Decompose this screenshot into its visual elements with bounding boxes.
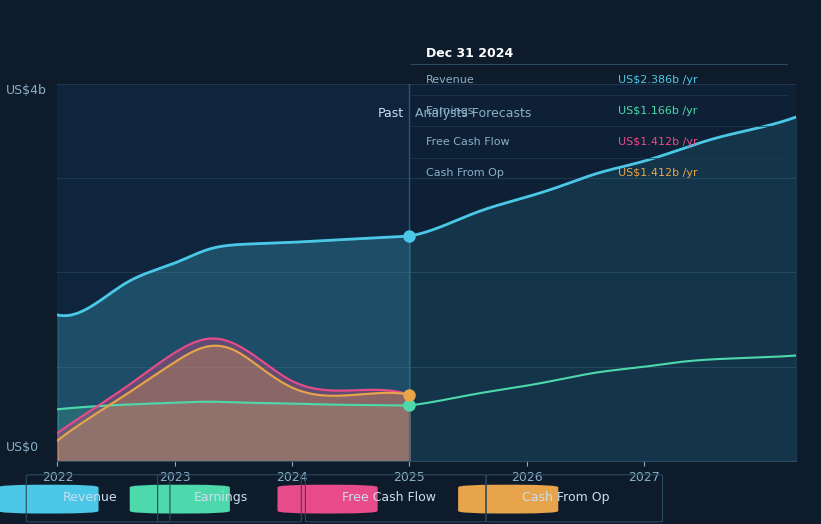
FancyBboxPatch shape <box>130 485 230 514</box>
Text: Dec 31 2024: Dec 31 2024 <box>425 47 513 60</box>
Text: Cash From Op: Cash From Op <box>425 168 503 178</box>
Bar <box>57 84 410 461</box>
Text: US$4b: US$4b <box>6 84 47 97</box>
FancyBboxPatch shape <box>0 485 99 514</box>
Text: Earnings: Earnings <box>194 492 248 504</box>
FancyBboxPatch shape <box>277 485 378 514</box>
Text: US$2.386b /yr: US$2.386b /yr <box>618 74 698 84</box>
Text: Revenue: Revenue <box>425 74 475 84</box>
Text: Analysts Forecasts: Analysts Forecasts <box>415 107 531 121</box>
FancyBboxPatch shape <box>458 485 558 514</box>
Text: Earnings: Earnings <box>425 106 474 116</box>
Text: Revenue: Revenue <box>62 492 117 504</box>
Text: US$1.166b /yr: US$1.166b /yr <box>618 106 698 116</box>
Text: US$1.412b /yr: US$1.412b /yr <box>618 137 698 147</box>
Text: Free Cash Flow: Free Cash Flow <box>342 492 435 504</box>
Text: Free Cash Flow: Free Cash Flow <box>425 137 509 147</box>
Text: Past: Past <box>378 107 403 121</box>
Text: US$1.412b /yr: US$1.412b /yr <box>618 168 698 178</box>
Text: US$0: US$0 <box>6 441 39 454</box>
Text: Cash From Op: Cash From Op <box>522 492 610 504</box>
